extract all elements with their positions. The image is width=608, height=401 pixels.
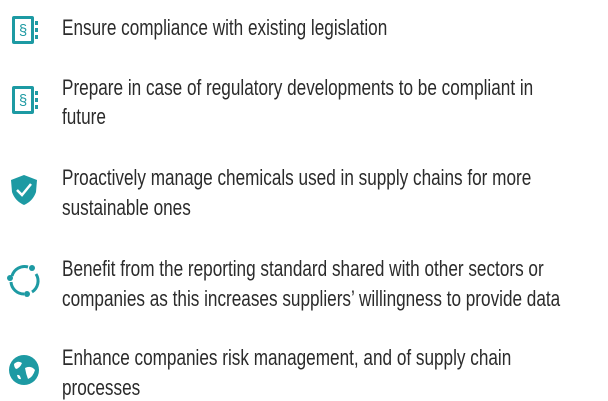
shield-icon <box>11 175 37 205</box>
item-text: sustainable ones <box>62 195 191 220</box>
item-text: Benefit from the reporting standard shar… <box>62 256 544 281</box>
item-text: processes <box>62 375 141 400</box>
globe-icon <box>9 355 39 385</box>
svg-text:§: § <box>19 22 27 39</box>
legal-book-icon: § <box>12 16 38 44</box>
item-text: Prepare in case of regulatory developmen… <box>62 75 534 100</box>
item-text: future <box>62 104 106 129</box>
item-text: companies as this increases suppliers’ w… <box>62 286 561 311</box>
item-text: Ensure compliance with existing legislat… <box>62 15 388 40</box>
svg-text:§: § <box>19 92 27 109</box>
cycle-icon <box>7 265 40 297</box>
item-text: Enhance companies risk management, and o… <box>62 345 512 370</box>
item-text: Proactively manage chemicals used in sup… <box>62 165 532 190</box>
legal-book-icon: § <box>12 86 38 114</box>
